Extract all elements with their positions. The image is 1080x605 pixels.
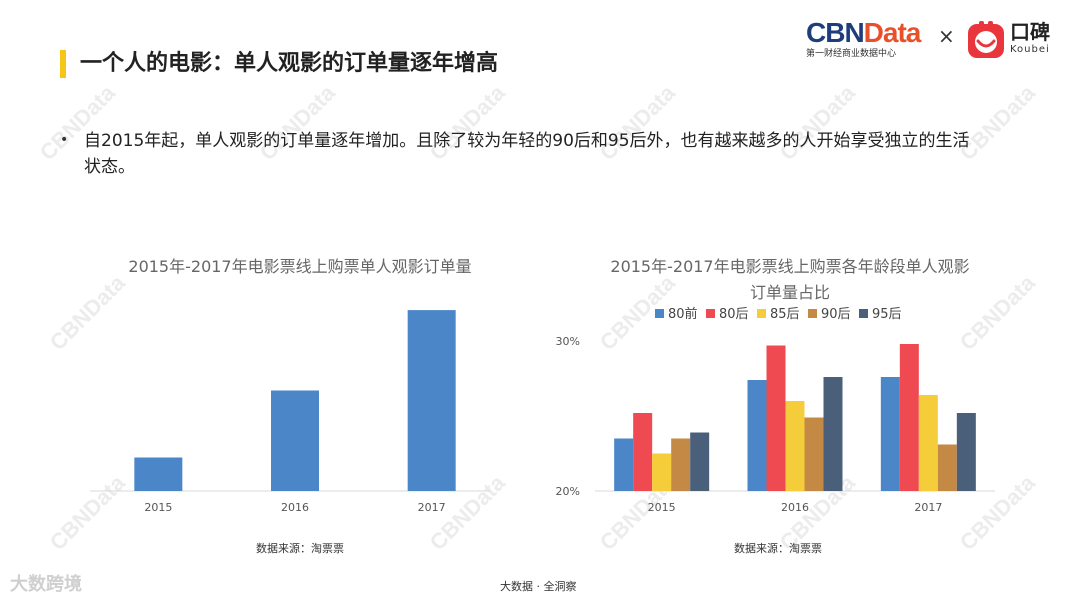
page-title: 一个人的电影：单人观影的订单量逐年增高 xyxy=(80,51,499,76)
chart2-bar-2015-85后 xyxy=(652,453,672,491)
chart2-x-tick: 2015 xyxy=(648,501,676,514)
chart2-x-tick: 2017 xyxy=(914,501,942,514)
chart1-x-tick: 2017 xyxy=(418,501,446,514)
chart2-legend-swatch-80后 xyxy=(706,309,715,318)
chart2-y-tick: 20% xyxy=(556,485,580,498)
chart2-legend-label: 80后 xyxy=(719,307,749,322)
koubei-logo-icon xyxy=(968,21,1004,58)
chart1-bar-2017 xyxy=(407,310,456,491)
chart1-source: 数据来源：淘票票 xyxy=(256,542,344,555)
chart2-bar-2015-90后 xyxy=(671,438,691,491)
chart2-bar-2016-90后 xyxy=(804,417,824,491)
chart2-bar-2015-80前 xyxy=(614,438,634,491)
koubei-logo-cn: 口碑 xyxy=(1010,20,1050,44)
chart2-bar-2017-95后 xyxy=(956,413,976,491)
chart2-bar-2016-80后 xyxy=(766,345,786,491)
chart2-y-tick: 30% xyxy=(556,335,580,348)
chart2-bar-2017-80后 xyxy=(899,344,919,491)
logo-cbn-part2: Data xyxy=(863,17,922,48)
chart2-legend-swatch-90后 xyxy=(808,309,817,318)
chart2-legend-label: 90后 xyxy=(821,307,851,322)
chart2-bar-2015-95后 xyxy=(690,432,710,491)
bullet-text: 自2015年起，单人观影的订单量逐年增加。且除了较为年轻的90后和95后外，也有… xyxy=(84,131,970,177)
chart2-source: 数据来源：淘票票 xyxy=(734,542,822,555)
logo-cbn-subtitle: 第一财经商业数据中心 xyxy=(806,49,897,59)
chart2-bar-2017-80前 xyxy=(880,377,900,491)
chart1-order-volume: 2015 2016 2017 xyxy=(90,310,490,514)
chart2-legend-swatch-80前 xyxy=(655,309,664,318)
chart2-x-tick: 2016 xyxy=(781,501,809,514)
chart1-bar-2016 xyxy=(271,390,319,491)
bullet-marker: • xyxy=(60,132,69,148)
chart2-title-line1: 2015年-2017年电影票线上购票各年龄段单人观影 xyxy=(610,257,970,276)
chart2-age-share: 30% 20% 80前 80后 85后 90后 95后 2015 2016 2017 xyxy=(556,306,995,514)
chart2-legend-swatch-85后 xyxy=(757,309,766,318)
chart2-bar-2017-90后 xyxy=(937,444,957,491)
chart1-bar-2015 xyxy=(134,457,183,491)
chart2-title-line2: 订单量占比 xyxy=(749,283,830,302)
chart2-legend-swatch-95后 xyxy=(859,309,868,318)
chart2-bar-2016-95后 xyxy=(823,377,843,491)
chart1-x-tick: 2015 xyxy=(144,501,172,514)
chart2-title: 2015年-2017年电影票线上购票各年龄段单人观影 订单量占比 xyxy=(590,254,990,306)
chart2-bar-2016-85后 xyxy=(785,401,805,491)
footer-text: 大数据 · 全洞察 xyxy=(500,580,577,593)
cbndata-logo: CBNData 第一财经商业数据中心 xyxy=(806,17,922,60)
chart1-x-tick: 2016 xyxy=(281,501,309,514)
footer-logo: 大数跨境 xyxy=(10,574,82,595)
koubei-logo: 口碑 Koubei xyxy=(1010,20,1050,55)
chart1-title: 2015年-2017年电影票线上购票单人观影订单量 xyxy=(128,257,472,276)
koubei-logo-en: Koubei xyxy=(1010,44,1050,55)
logo-cbn-part1: CBN xyxy=(806,17,865,48)
chart2-legend-label: 95后 xyxy=(872,307,902,322)
chart2-bar-2016-80前 xyxy=(747,380,767,491)
title-accent-bar xyxy=(60,50,66,78)
chart2-legend-label: 85后 xyxy=(770,307,800,322)
logo-separator: × xyxy=(938,24,955,48)
chart2-bar-2015-80后 xyxy=(633,413,653,491)
chart2-bar-2017-85后 xyxy=(918,395,938,491)
chart2-legend-label: 80前 xyxy=(668,306,698,322)
